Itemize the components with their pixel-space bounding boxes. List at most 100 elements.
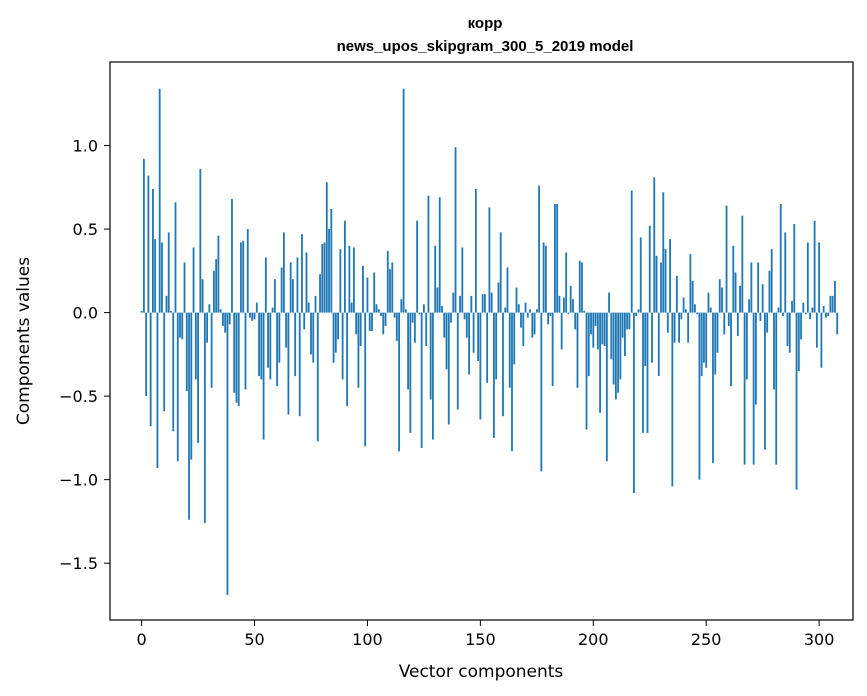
bar <box>276 312 279 387</box>
bar <box>251 312 254 321</box>
bar <box>495 312 498 380</box>
bar <box>526 312 529 318</box>
bar <box>664 249 667 313</box>
bar <box>339 249 342 313</box>
bar <box>142 158 145 313</box>
bar <box>140 310 143 313</box>
bar <box>242 240 245 313</box>
bar <box>718 279 721 313</box>
bar <box>768 270 771 313</box>
bar <box>264 257 267 313</box>
bar <box>759 312 762 321</box>
bar <box>411 312 414 323</box>
bar <box>269 312 272 380</box>
x-tick-label: 100 <box>352 630 383 649</box>
bar <box>445 312 448 370</box>
bar <box>328 229 330 313</box>
bar <box>662 192 665 313</box>
chart-title: корр <box>468 15 503 32</box>
bar <box>624 312 626 357</box>
bar <box>678 312 681 343</box>
bar <box>660 262 662 313</box>
bar <box>684 309 687 313</box>
bar <box>377 309 380 313</box>
y-tick-label: −1.5 <box>59 554 98 573</box>
bar <box>296 257 299 313</box>
bar <box>673 312 676 343</box>
chart-subtitle: news_upos_skipgram_300_5_2019 model <box>337 38 634 55</box>
bar <box>791 300 793 313</box>
bar <box>307 302 310 313</box>
bar <box>716 312 719 353</box>
bar <box>820 312 823 368</box>
x-tick-label: 200 <box>578 630 609 649</box>
bar <box>292 279 294 313</box>
bar <box>154 239 157 313</box>
bar <box>691 280 694 313</box>
bar <box>612 312 615 385</box>
bar <box>614 312 617 400</box>
bar <box>450 312 452 323</box>
bar <box>262 312 265 440</box>
bar <box>786 312 789 347</box>
bar <box>601 312 604 345</box>
bar <box>316 312 319 442</box>
plot-frame <box>109 61 854 621</box>
bar <box>483 294 486 313</box>
bar <box>332 312 335 363</box>
bar <box>402 88 405 313</box>
bar <box>739 285 741 313</box>
bar <box>784 232 787 313</box>
bar <box>504 307 507 313</box>
bar <box>802 302 805 313</box>
bar <box>477 312 480 362</box>
bar <box>788 312 791 353</box>
bar <box>407 312 410 390</box>
bar <box>233 312 236 393</box>
bar <box>161 242 163 313</box>
bar <box>373 272 376 313</box>
bar <box>754 312 757 405</box>
bar <box>635 312 638 316</box>
bar <box>152 188 154 313</box>
bar <box>727 312 730 326</box>
bar <box>323 242 326 313</box>
bar <box>583 310 586 313</box>
bar <box>334 312 337 353</box>
bar <box>158 88 161 313</box>
bar <box>594 312 597 326</box>
bar <box>705 312 708 368</box>
bar <box>703 312 705 363</box>
bar <box>167 232 170 313</box>
bar <box>712 312 714 463</box>
bar <box>764 312 766 450</box>
bar <box>773 312 775 390</box>
bar <box>682 297 685 313</box>
bar <box>362 265 364 313</box>
bar <box>237 312 240 407</box>
bar <box>468 312 470 375</box>
bar <box>522 312 525 347</box>
bar <box>779 204 782 313</box>
bar <box>556 204 559 313</box>
bar <box>208 304 211 313</box>
bar <box>441 305 443 313</box>
bar <box>314 295 317 313</box>
bar <box>400 299 403 313</box>
bar <box>633 312 635 494</box>
bar <box>179 312 181 338</box>
bar <box>687 312 690 343</box>
bar <box>569 285 572 313</box>
bar <box>745 312 748 380</box>
bar <box>210 312 213 388</box>
bar <box>271 307 274 313</box>
bar <box>499 232 502 313</box>
bar <box>174 202 177 313</box>
bar <box>515 287 518 313</box>
bar <box>797 312 800 372</box>
bar <box>432 312 434 440</box>
bar <box>190 312 193 460</box>
bar <box>721 287 723 313</box>
bar <box>524 302 527 313</box>
